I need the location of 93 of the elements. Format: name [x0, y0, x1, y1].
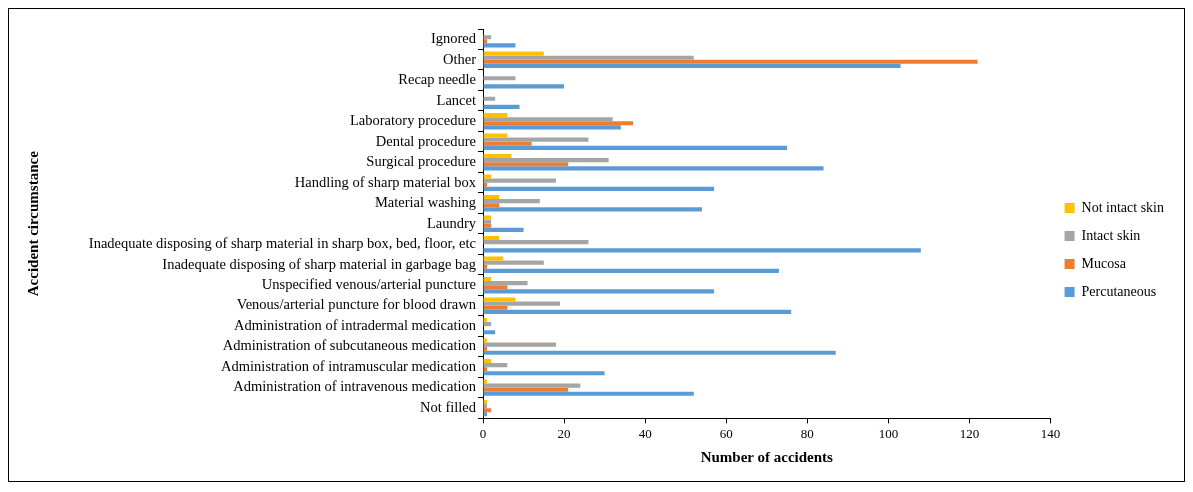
y-tick-label: Material washing	[374, 194, 476, 211]
bar	[483, 248, 921, 253]
bar	[483, 117, 613, 122]
bar	[483, 186, 715, 191]
bar	[483, 199, 540, 204]
bar	[483, 276, 492, 282]
bar	[483, 207, 702, 212]
bar	[483, 158, 609, 163]
y-tick-label: Administration of intravenous medication	[233, 378, 477, 395]
x-tick-label: 80	[800, 425, 814, 441]
y-tick-label: Dental procedure	[375, 132, 476, 149]
bar	[483, 51, 544, 56]
bar	[483, 223, 492, 228]
y-tick-label: Ignored	[430, 30, 477, 47]
bar	[483, 391, 694, 396]
y-tick-label: Handling of sharp material box	[294, 173, 477, 190]
bar	[483, 342, 556, 347]
bar	[483, 408, 492, 413]
bar	[483, 145, 788, 150]
bar	[483, 301, 561, 306]
bar	[483, 104, 520, 109]
bar	[483, 281, 528, 286]
legend-label: Percutaneous	[1081, 283, 1157, 299]
bar	[483, 285, 508, 290]
bar	[483, 236, 500, 241]
legend-label: Mucosa	[1081, 255, 1127, 271]
bar	[483, 141, 532, 146]
y-tick-label: Recap needle	[398, 71, 476, 88]
bar	[483, 166, 824, 171]
bar	[483, 35, 492, 40]
bar	[483, 256, 504, 261]
bar	[483, 154, 512, 159]
bar	[483, 219, 492, 224]
bar	[483, 383, 581, 388]
bar	[483, 227, 524, 232]
legend-label: Not intact skin	[1081, 199, 1164, 215]
bar	[483, 162, 569, 167]
y-tick-label: Venous/arterial puncture for blood drawn	[236, 296, 477, 313]
y-tick-label: Administration of intradermal medication	[233, 316, 477, 333]
bar	[483, 387, 569, 392]
y-tick-label: Surgical procedure	[366, 153, 476, 170]
x-tick-label: 60	[719, 425, 733, 441]
bar	[483, 195, 500, 200]
y-axis-title: Accident circumstance	[24, 150, 41, 297]
bar	[483, 240, 589, 245]
bar	[483, 268, 779, 273]
bar	[483, 59, 978, 64]
bar	[483, 43, 516, 48]
y-tick-label: Laboratory procedure	[349, 112, 476, 129]
bar	[483, 125, 621, 130]
bar	[483, 358, 492, 364]
x-tick-label: 20	[557, 425, 571, 441]
bar	[483, 178, 556, 183]
x-axis-title: Number of accidents	[700, 448, 834, 465]
bar	[483, 133, 508, 138]
bar	[483, 289, 715, 294]
y-tick-label: Not filled	[420, 398, 477, 415]
bar	[483, 84, 565, 89]
y-tick-label: Administration of subcutaneous medication	[222, 337, 477, 354]
legend-label: Intact skin	[1081, 227, 1141, 243]
bar	[483, 297, 516, 302]
y-tick-label: Other	[442, 50, 477, 67]
bar	[483, 371, 605, 376]
y-tick-label: Unspecified venous/arterial puncture	[261, 276, 476, 292]
bar	[483, 363, 508, 368]
bar	[483, 260, 544, 265]
bar	[483, 96, 496, 101]
bar	[483, 350, 836, 355]
y-tick-label: Lancet	[436, 91, 476, 108]
y-tick-label: Inadequate disposing of sharp material in garbage bag	[162, 255, 476, 272]
bar	[483, 76, 516, 81]
y-tick-label: Inadequate disposing of sharp material in sharp box, bed, floor, etc	[88, 235, 476, 252]
x-tick-label: 100	[878, 425, 899, 441]
bar	[483, 55, 694, 60]
x-tick-label: 140	[1040, 425, 1061, 441]
bar	[483, 309, 792, 314]
x-tick-label: 40	[638, 425, 652, 441]
x-tick-label: 120	[959, 425, 980, 441]
y-tick-label: Laundry	[426, 214, 477, 231]
bar	[483, 338, 488, 343]
x-tick-label: 0	[479, 425, 487, 441]
bar	[483, 322, 492, 327]
bar	[483, 379, 488, 384]
bar	[483, 203, 500, 208]
bar	[483, 174, 492, 179]
bar	[483, 305, 508, 310]
bar	[483, 113, 508, 118]
bar	[483, 121, 633, 126]
bar	[483, 330, 496, 335]
y-tick-label: Administration of intramuscular medication	[221, 357, 477, 374]
bar	[483, 63, 901, 68]
bar	[483, 137, 589, 142]
bar	[483, 215, 492, 220]
